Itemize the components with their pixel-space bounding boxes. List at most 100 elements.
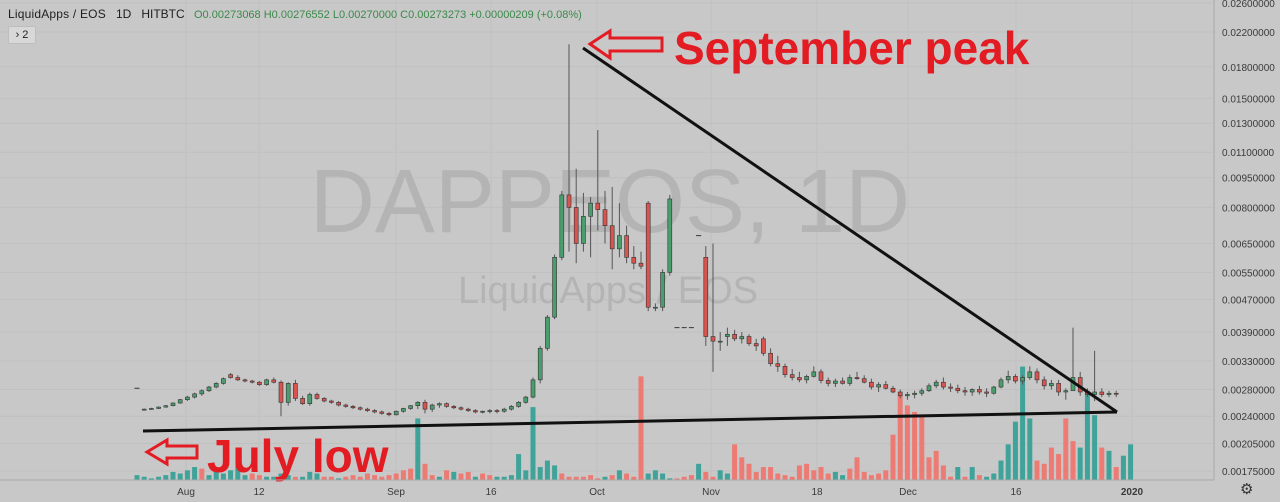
price-tick-label: 0.00240000: [1222, 412, 1275, 423]
volume-bar: [782, 475, 788, 480]
volume-bar: [494, 476, 500, 480]
candle: [861, 375, 867, 384]
candle: [206, 385, 212, 392]
candle: [149, 407, 154, 410]
volume-bar: [235, 465, 241, 480]
candle: [264, 378, 269, 386]
candle: [703, 246, 709, 346]
candle: [948, 383, 953, 392]
volume-bar: [631, 476, 637, 480]
candle: [890, 385, 896, 394]
candle: [1056, 379, 1061, 396]
volume-bar: [998, 460, 1004, 480]
time-axis[interactable]: Aug 12 Sep 16 Oct Nov 18 Dec 16 2020: [177, 487, 1143, 498]
candle: [991, 385, 997, 395]
volume-bar: [415, 418, 421, 480]
volume-bar: [724, 473, 730, 480]
price-axis[interactable]: 0.02600000 0.02200000 0.01800000 0.01500000…: [1222, 0, 1275, 478]
candle: [552, 254, 557, 320]
volume-bar: [278, 473, 284, 480]
volume-bar: [883, 470, 889, 480]
candle: [818, 369, 824, 384]
volume-bar: [163, 475, 169, 480]
volume-bar: [717, 470, 723, 480]
candle: [962, 387, 968, 396]
gear-icon[interactable]: ⚙: [1240, 481, 1254, 498]
price-tick-label: 0.00330000: [1222, 357, 1275, 368]
candle: [624, 225, 629, 264]
candle: [343, 403, 349, 408]
volume-bar: [350, 475, 356, 480]
volume-bar: [652, 470, 658, 480]
candle: [177, 399, 183, 404]
volume-bar: [825, 473, 831, 480]
volume-bar: [429, 475, 435, 480]
price-tick-label: 0.00280000: [1222, 385, 1275, 396]
volume-bar: [573, 476, 579, 480]
volume-bar: [926, 457, 932, 480]
candle: [372, 409, 377, 414]
candle: [739, 332, 745, 344]
candle: [408, 405, 413, 410]
volume-bar: [184, 470, 190, 480]
volume-bar: [292, 476, 298, 480]
volume-bar: [746, 463, 752, 480]
candle: [1027, 366, 1033, 380]
candle: [617, 203, 622, 258]
price-tick-label: 0.00950000: [1222, 174, 1275, 185]
volume-bar: [616, 470, 622, 480]
volume-bar: [487, 475, 493, 480]
candle: [242, 378, 248, 383]
interval-label[interactable]: 1D: [115, 7, 132, 21]
candle: [509, 405, 514, 411]
candle: [833, 378, 838, 388]
volume-bar: [1027, 418, 1033, 480]
descending-trendline: [582, 46, 1118, 414]
indicator-toggle-button[interactable]: › 2: [8, 26, 36, 44]
volume-bar: [681, 476, 687, 480]
volume-bar: [890, 434, 896, 480]
volume-bar: [667, 478, 673, 480]
volume-bar: [372, 475, 378, 480]
price-tick-label: 0.01100000: [1222, 148, 1275, 159]
candle: [494, 409, 500, 414]
time-tick-label: 16: [485, 487, 497, 498]
candle: [257, 381, 262, 386]
candle: [451, 405, 457, 410]
volume-bar: [336, 478, 342, 480]
volume-bar: [300, 476, 306, 480]
volume-bar: [1099, 447, 1105, 480]
volume-bar: [472, 476, 478, 480]
candle: [487, 409, 493, 414]
volume-bar: [458, 473, 464, 480]
volume-bar: [249, 473, 255, 480]
volume-bar: [595, 478, 601, 480]
volume-bar: [220, 473, 226, 480]
candle: [221, 377, 226, 385]
candle: [1113, 390, 1119, 398]
volume-bar: [148, 478, 154, 480]
volume-bar: [242, 475, 248, 480]
price-tick-label: 0.01300000: [1222, 119, 1275, 130]
volume-bar: [1005, 444, 1011, 480]
volume-bar: [962, 476, 968, 480]
candle: [602, 190, 608, 244]
candle: [141, 408, 147, 411]
price-tick-label: 0.00650000: [1222, 239, 1275, 250]
price-tick-label: 0.00800000: [1222, 203, 1275, 214]
volume-bar: [674, 478, 680, 480]
volume-bar: [170, 471, 176, 480]
volume-bar: [768, 467, 774, 480]
volume-bar: [444, 470, 450, 480]
volume-bar: [134, 475, 140, 480]
symbol-name[interactable]: LiquidApps / EOS: [8, 7, 106, 21]
volume-bar: [271, 476, 277, 480]
volume-bar: [789, 476, 795, 480]
volume-bar: [688, 475, 694, 480]
candle: [307, 392, 313, 406]
candle: [753, 338, 759, 351]
volume-bar: [480, 473, 486, 480]
candle: [271, 377, 277, 384]
candle: [746, 334, 752, 346]
